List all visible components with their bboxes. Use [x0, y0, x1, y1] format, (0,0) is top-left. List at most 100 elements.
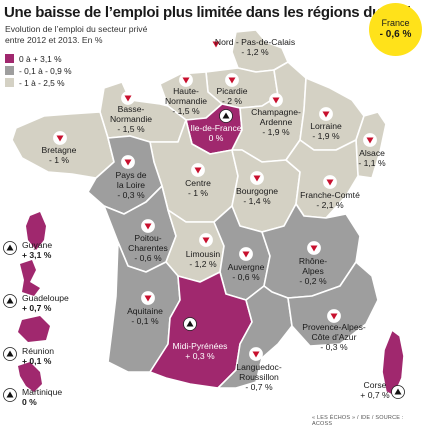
triangle-down-icon	[144, 295, 152, 302]
region-label-rhone-alpes: Rhône- Alpes - 0,2 %	[299, 256, 327, 286]
triangle-down-icon	[56, 135, 64, 142]
region-label-nord-pas-de-calais: Nord - Pas-de-Calais - 1,2 %	[215, 37, 295, 57]
legend-swatch	[5, 66, 14, 75]
region-value: - 0,7 %	[245, 382, 273, 392]
legend-label: - 1 à - 2,5 %	[19, 77, 65, 88]
region-name: la Loire	[116, 180, 146, 190]
legend-swatch	[5, 78, 14, 87]
region-name: Alpes	[302, 266, 324, 276]
subtitle-line-2: entre 2012 et 2013. En %	[5, 34, 103, 45]
triangle-down-icon	[252, 351, 260, 358]
region-label-bretagne: Bretagne - 1 %	[42, 145, 77, 165]
region-name: Ardenne	[259, 117, 293, 127]
region-name: Nord - Pas-de-Calais	[214, 37, 296, 47]
region-label-picardie: Picardie - 2 %	[216, 86, 247, 106]
region-value: - 0,3 %	[117, 190, 145, 200]
region-value: - 2,1 %	[316, 200, 344, 210]
region-name: Normandie	[109, 114, 153, 124]
territory-name: Réunion	[22, 346, 55, 356]
region-value: - 1 %	[187, 188, 209, 198]
territory-name: Guadeloupe	[22, 293, 69, 303]
region-label-haute-normandie: Haute- Normandie - 1,5 %	[165, 86, 207, 116]
region-name: Midi-Pyrénées	[172, 341, 228, 351]
triangle-up-icon	[6, 391, 14, 398]
territory-value: + 0,7 %	[22, 303, 52, 313]
trend-markers	[3, 37, 405, 402]
page-subtitle: Evolution de l’emploi du secteur privé e…	[5, 24, 205, 45]
triangle-down-icon	[326, 179, 334, 186]
region-value: + 0,3 %	[185, 351, 215, 361]
region-name: Pays de	[115, 170, 147, 180]
region-name: Franche-Comté	[300, 190, 360, 200]
region-label-limousin: Limousin - 1,2 %	[186, 249, 220, 269]
region-value: - 0,2 %	[299, 276, 327, 286]
territory-name: Guyane	[22, 240, 53, 250]
triangle-down-icon	[124, 159, 132, 166]
region-name: Limousin	[185, 249, 221, 259]
triangle-up-icon	[6, 350, 14, 357]
region-name: Charentes	[128, 243, 168, 253]
region-name: Côte d’Azur	[311, 332, 357, 342]
legend-item: - 0,1 à - 0,9 %	[5, 65, 72, 76]
triangle-down-icon	[212, 41, 220, 48]
territory-shape-martinique	[18, 362, 42, 392]
region-value: - 1 %	[48, 155, 70, 165]
triangle-down-icon	[322, 111, 330, 118]
region-shape-provence-alpes-cote-dazur	[287, 261, 379, 347]
region-label-alsace: Alsace - 1,1 %	[358, 148, 385, 168]
region-label-bourgogne: Bourgogne - 1,4 %	[236, 186, 278, 206]
territory-value: + 0,1 %	[22, 356, 52, 366]
triangle-up-icon	[222, 112, 230, 119]
region-name: Picardie	[216, 86, 248, 96]
region-value: - 1,5 %	[172, 106, 200, 116]
source-credit: « LES ÉCHOS » / IDE / SOURCE : ACOSS	[312, 415, 404, 427]
region-value: - 0,1 %	[131, 316, 159, 326]
region-name: Haute-	[173, 86, 199, 96]
region-label-languedoc-roussillon: Languedoc- Roussillon - 0,7 %	[236, 362, 281, 392]
triangle-down-icon	[182, 77, 190, 84]
region-label-centre: Centre - 1 %	[185, 178, 211, 198]
region-value: - 1,2 %	[189, 259, 217, 269]
territory-value: + 3,1 %	[22, 250, 52, 260]
territory-label-martinique: Martinique 0 %	[22, 387, 62, 407]
region-label-auvergne: Auvergne - 0,6 %	[228, 262, 265, 282]
region-label-pays-de-la-loire: Pays de la Loire - 0,3 %	[115, 170, 146, 200]
territory-label-reunion: Réunion + 0,1 %	[22, 346, 54, 366]
region-label-lorraine: Lorraine - 1,9 %	[310, 121, 342, 141]
territory-shape-guadeloupe	[20, 260, 40, 296]
region-value: - 1,5 %	[117, 124, 145, 134]
triangle-up-icon	[6, 244, 14, 251]
region-value: 0 %	[208, 133, 224, 143]
legend-item: 0 à + 3,1 %	[5, 53, 72, 64]
region-name: Alsace	[359, 148, 385, 158]
territory-shape-guyane	[26, 212, 46, 250]
territory-value: 0 %	[22, 397, 37, 407]
triangle-down-icon	[194, 167, 202, 174]
region-name: Poitou-	[134, 233, 162, 243]
region-name: Roussillon	[239, 372, 279, 382]
triangle-up-icon	[394, 388, 402, 395]
legend: 0 à + 3,1 % - 0,1 à - 0,9 % - 1 à - 2,5 …	[5, 53, 72, 89]
region-name: Aquitaine	[127, 306, 163, 316]
region-name: Centre	[185, 178, 211, 188]
territory-shape-reunion	[18, 316, 50, 342]
subtitle-line-1: Evolution de l’emploi du secteur privé	[5, 24, 148, 34]
region-label-provence-alpes-cote-dazur: Provence-Alpes- Côte d’Azur - 0,3 %	[302, 322, 366, 352]
triangle-down-icon	[242, 251, 250, 258]
france-name: France	[381, 18, 410, 28]
region-label-ile-de-france: Ile-de-France 0 %	[190, 123, 241, 143]
triangle-down-icon	[330, 313, 338, 320]
region-name: Languedoc-	[236, 362, 282, 372]
region-value: + 0,7 %	[360, 390, 390, 400]
territory-name: Martinique	[22, 387, 63, 397]
region-name: Auvergne	[227, 262, 265, 272]
triangle-down-icon	[310, 245, 318, 252]
region-value: - 1,1 %	[358, 158, 386, 168]
region-label-basse-normandie: Basse- Normandie - 1,5 %	[110, 104, 152, 134]
page-title: Une baisse de l’emploi plus limitée dans…	[4, 4, 411, 21]
legend-label: - 0,1 à - 0,9 %	[19, 65, 72, 76]
region-label-aquitaine: Aquitaine - 0,1 %	[127, 306, 163, 326]
region-label-corse: Corse + 0,7 %	[360, 380, 389, 400]
triangle-down-icon	[202, 237, 210, 244]
